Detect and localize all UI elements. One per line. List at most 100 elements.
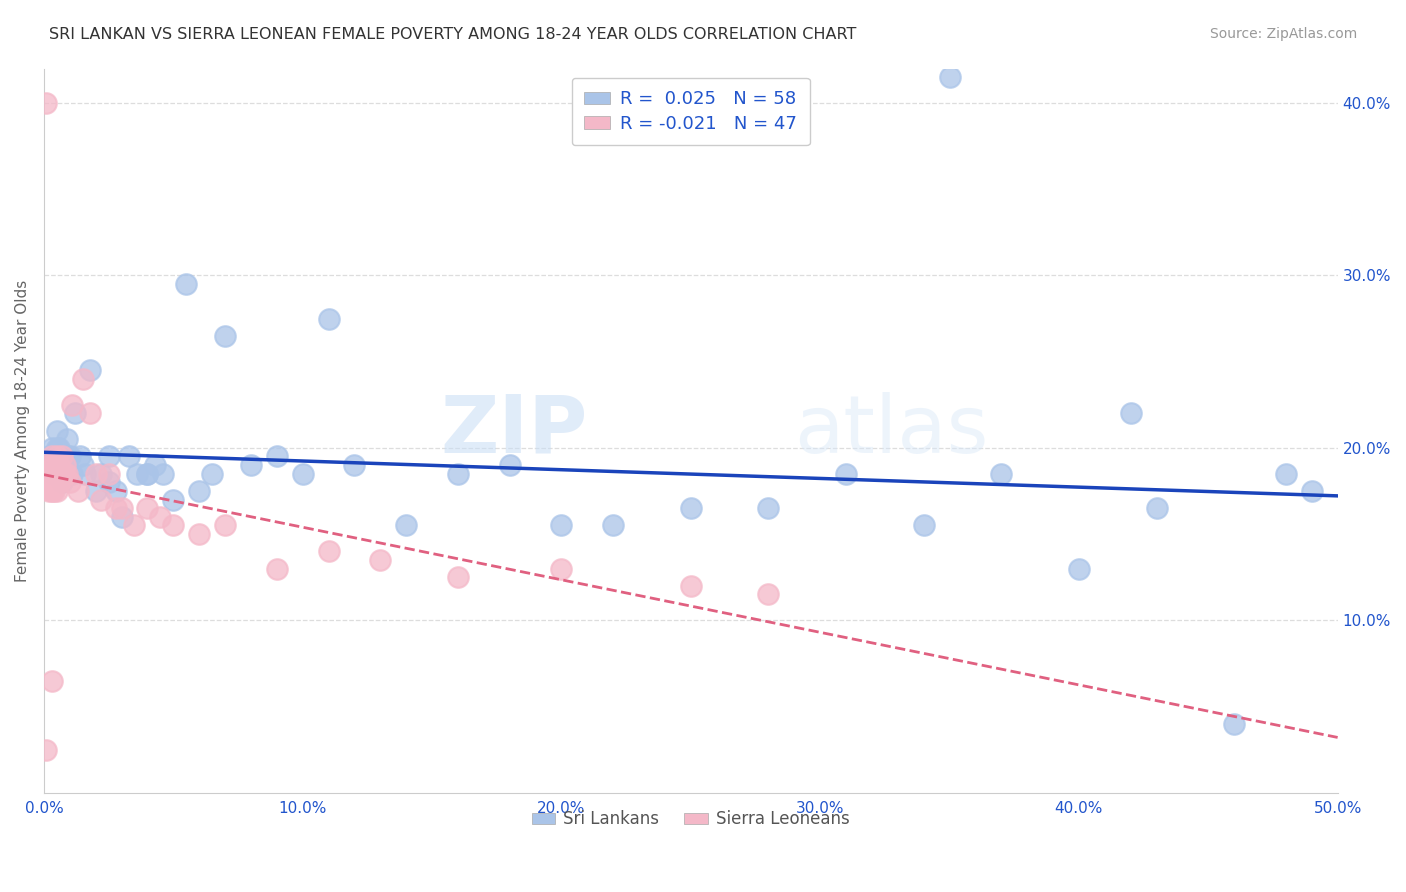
Point <box>125 467 148 481</box>
Text: Source: ZipAtlas.com: Source: ZipAtlas.com <box>1209 27 1357 41</box>
Point <box>1223 716 1246 731</box>
Point <box>41 673 63 688</box>
Point <box>72 458 94 472</box>
Point <box>118 450 141 464</box>
Point <box>912 518 935 533</box>
Point <box>214 518 236 533</box>
Point <box>41 441 63 455</box>
Point <box>395 518 418 533</box>
Point <box>79 406 101 420</box>
Point <box>35 95 58 110</box>
Point <box>51 450 73 464</box>
Point <box>59 450 82 464</box>
Point <box>53 458 76 472</box>
Point <box>75 467 97 481</box>
Point <box>35 458 58 472</box>
Y-axis label: Female Poverty Among 18-24 Year Olds: Female Poverty Among 18-24 Year Olds <box>15 279 30 582</box>
Point <box>266 450 288 464</box>
Point <box>162 492 184 507</box>
Text: atlas: atlas <box>794 392 988 469</box>
Point <box>66 483 89 498</box>
Point <box>51 475 73 490</box>
Point <box>291 467 314 481</box>
Point <box>41 450 63 464</box>
Point <box>44 483 66 498</box>
Point <box>105 483 128 498</box>
Point <box>38 467 60 481</box>
Point <box>90 492 112 507</box>
Point <box>136 467 159 481</box>
Point <box>938 70 960 84</box>
Point <box>1275 467 1298 481</box>
Point <box>990 467 1012 481</box>
Point <box>53 467 76 481</box>
Point <box>60 398 83 412</box>
Point <box>343 458 366 472</box>
Point <box>79 363 101 377</box>
Point <box>84 483 107 498</box>
Point <box>48 475 70 490</box>
Point <box>1067 561 1090 575</box>
Point <box>35 742 58 756</box>
Point <box>38 483 60 498</box>
Point <box>105 501 128 516</box>
Point <box>835 467 858 481</box>
Point <box>38 458 60 472</box>
Point <box>110 509 132 524</box>
Point <box>368 553 391 567</box>
Point <box>149 509 172 524</box>
Point <box>56 450 79 464</box>
Point <box>602 518 624 533</box>
Point <box>201 467 224 481</box>
Point <box>214 328 236 343</box>
Point <box>550 561 572 575</box>
Point <box>56 467 79 481</box>
Point <box>59 475 82 490</box>
Point <box>45 424 67 438</box>
Point <box>45 467 67 481</box>
Point <box>45 441 67 455</box>
Text: SRI LANKAN VS SIERRA LEONEAN FEMALE POVERTY AMONG 18-24 YEAR OLDS CORRELATION CH: SRI LANKAN VS SIERRA LEONEAN FEMALE POVE… <box>49 27 856 42</box>
Point <box>318 544 340 558</box>
Point <box>72 372 94 386</box>
Point <box>136 501 159 516</box>
Point <box>550 518 572 533</box>
Point <box>143 458 166 472</box>
Legend: Sri Lankans, Sierra Leoneans: Sri Lankans, Sierra Leoneans <box>524 804 856 835</box>
Point <box>679 501 702 516</box>
Point <box>758 501 780 516</box>
Point <box>97 467 120 481</box>
Point <box>56 432 79 446</box>
Point <box>136 467 159 481</box>
Point <box>38 450 60 464</box>
Point <box>60 467 83 481</box>
Point <box>84 467 107 481</box>
Point <box>63 406 86 420</box>
Point <box>44 467 66 481</box>
Point <box>110 501 132 516</box>
Point <box>1301 483 1323 498</box>
Point <box>758 587 780 601</box>
Point <box>51 450 73 464</box>
Point <box>1146 501 1168 516</box>
Point <box>90 467 112 481</box>
Point <box>44 467 66 481</box>
Point <box>69 450 91 464</box>
Point <box>97 475 120 490</box>
Point <box>38 475 60 490</box>
Text: ZIP: ZIP <box>440 392 588 469</box>
Point <box>124 518 146 533</box>
Point <box>447 570 470 584</box>
Point <box>498 458 520 472</box>
Point <box>41 483 63 498</box>
Point <box>53 458 76 472</box>
Point <box>41 475 63 490</box>
Point <box>447 467 470 481</box>
Point <box>188 483 211 498</box>
Point <box>152 467 174 481</box>
Point <box>266 561 288 575</box>
Point <box>679 579 702 593</box>
Point <box>45 450 67 464</box>
Point <box>162 518 184 533</box>
Point <box>44 458 66 472</box>
